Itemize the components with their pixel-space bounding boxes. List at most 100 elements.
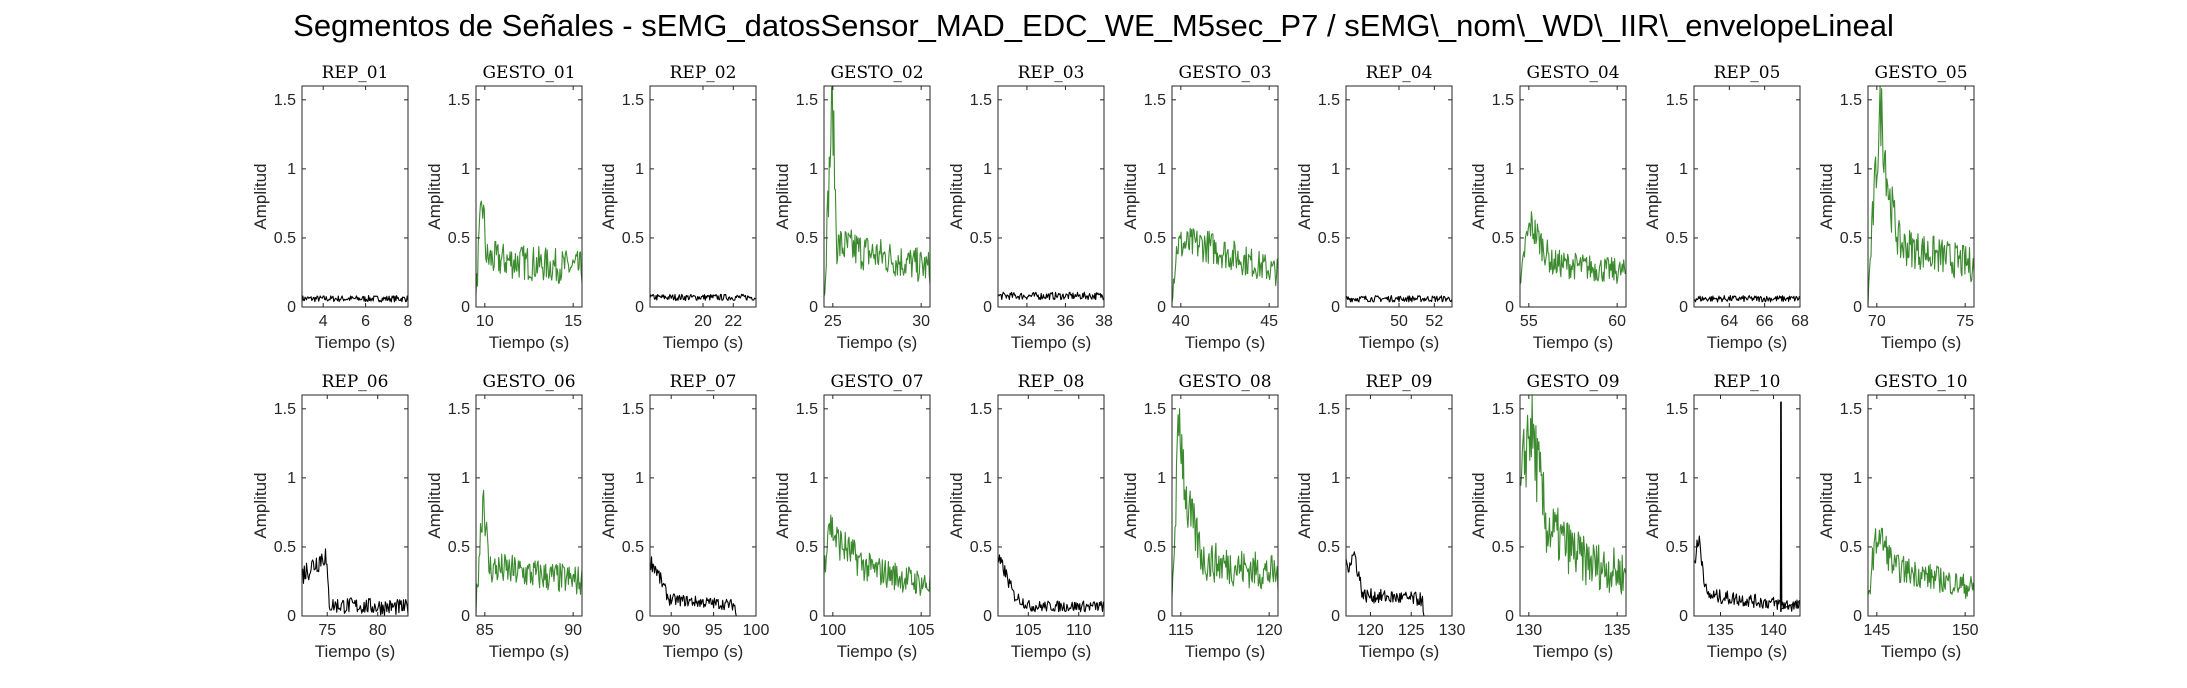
- x-tick-label: 6: [361, 313, 370, 330]
- y-tick-label: 0.5: [448, 230, 470, 247]
- y-tick-label: 0.5: [1840, 539, 1862, 556]
- y-tick-label: 0: [983, 608, 992, 625]
- y-axis-label: Amplitud: [1295, 163, 1314, 229]
- y-axis-label: Amplitud: [773, 472, 792, 538]
- axes-box: [1693, 394, 1801, 617]
- y-tick-label: 1.5: [448, 401, 470, 418]
- y-tick-label: 1.5: [1666, 92, 1688, 109]
- y-tick-label: 1: [1679, 161, 1688, 178]
- x-tick-label: 135: [1707, 622, 1734, 639]
- y-tick-label: 1.5: [1492, 401, 1514, 418]
- axes-box: [301, 85, 409, 308]
- axes-box: [1171, 85, 1279, 308]
- y-tick-label: 0: [1505, 608, 1514, 625]
- y-tick-label: 0: [461, 299, 470, 316]
- axes-box: [1345, 394, 1453, 617]
- y-tick-label: 0.5: [1318, 539, 1340, 556]
- x-tick-label: 45: [1260, 313, 1278, 330]
- axes-box: [1171, 394, 1279, 617]
- subplot-title: REP_08: [1018, 372, 1085, 392]
- subplot-title: GESTO_10: [1874, 372, 1967, 392]
- series-line: [475, 489, 583, 616]
- y-tick-label: 1: [461, 161, 470, 178]
- subplot-rep-08: REP_08 0 0.5 1 1.5 105 110 Tiempo (s) Amplitud: [947, 372, 1105, 661]
- x-tick-label: 68: [1791, 313, 1809, 330]
- subplot-title: GESTO_02: [830, 63, 923, 83]
- y-tick-label: 0: [1157, 299, 1166, 316]
- y-tick-label: 0: [1505, 299, 1514, 316]
- subplot-gesto-01: GESTO_01 0 0.5 1 1.5 10 15 Tiempo (s) Amplitud: [425, 63, 583, 352]
- y-axis-label: Amplitud: [251, 472, 270, 538]
- subplot-title: GESTO_04: [1526, 63, 1619, 83]
- x-tick-label: 100: [743, 622, 770, 639]
- y-tick-label: 1.5: [970, 401, 992, 418]
- series-line: [997, 291, 1105, 301]
- x-axis-label: Tiempo (s): [837, 642, 918, 661]
- x-axis-label: Tiempo (s): [663, 333, 744, 352]
- subplot-rep-09: REP_09 0 0.5 1 1.5 120 125 130 Tiempo (s) Amplitu…: [1295, 372, 1465, 661]
- y-tick-label: 0: [1679, 299, 1688, 316]
- subplot-rep-06: REP_06 0 0.5 1 1.5 75 80 Tiempo (s) Amplitud: [251, 372, 409, 661]
- x-tick-label: 145: [1863, 622, 1890, 639]
- axes-box: [475, 394, 583, 617]
- subplot-title: REP_04: [1366, 63, 1433, 83]
- x-axis-label: Tiempo (s): [1533, 333, 1614, 352]
- y-tick-label: 1.5: [448, 92, 470, 109]
- subplot-rep-10: REP_10 0 0.5 1 1.5 135 140 Tiempo (s) Amplitud: [1643, 372, 1801, 661]
- series-line: [301, 294, 409, 303]
- y-tick-label: 0: [461, 608, 470, 625]
- y-tick-label: 1.5: [1318, 401, 1340, 418]
- series-line: [1519, 211, 1627, 285]
- subplot-title: GESTO_07: [830, 372, 923, 392]
- y-axis-label: Amplitud: [1469, 472, 1488, 538]
- series-line: [1693, 295, 1801, 303]
- y-tick-label: 1.5: [1144, 401, 1166, 418]
- y-tick-label: 1.5: [274, 401, 296, 418]
- subplot-rep-04: REP_04 0 0.5 1 1.5 50 52 Tiempo (s) Amplitud: [1295, 63, 1453, 352]
- y-tick-label: 1.5: [1144, 92, 1166, 109]
- x-tick-label: 20: [694, 313, 712, 330]
- y-axis-label: Amplitud: [599, 472, 618, 538]
- subplot-title: GESTO_05: [1874, 63, 1967, 83]
- x-tick-label: 105: [1015, 622, 1042, 639]
- subplot-title: REP_05: [1714, 63, 1781, 83]
- series-line: [1867, 527, 1975, 599]
- y-tick-label: 0.5: [1144, 539, 1166, 556]
- x-tick-label: 25: [824, 313, 842, 330]
- y-tick-label: 0: [1853, 608, 1862, 625]
- x-tick-label: 85: [476, 622, 494, 639]
- subplot-gesto-08: GESTO_08 0 0.5 1 1.5 115 120 Tiempo (s) Amplitud: [1121, 372, 1283, 661]
- x-tick-label: 95: [705, 622, 723, 639]
- y-tick-label: 1: [461, 470, 470, 487]
- x-tick-label: 110: [1066, 622, 1092, 639]
- y-tick-label: 1: [1157, 470, 1166, 487]
- x-tick-label: 100: [819, 622, 846, 639]
- y-tick-label: 0.5: [274, 230, 296, 247]
- series-line: [649, 556, 756, 617]
- subplot-rep-07: REP_07 0 0.5 1 1.5 90 95 100 Tiempo (s) Amplitud: [599, 372, 769, 661]
- subplot-gesto-03: GESTO_03 0 0.5 1 1.5 40 45 Tiempo (s) Amplitud: [1121, 63, 1279, 352]
- y-tick-label: 1.5: [1666, 401, 1688, 418]
- y-tick-label: 1.5: [622, 92, 644, 109]
- y-axis-label: Amplitud: [1295, 472, 1314, 538]
- subplot-title: REP_03: [1018, 63, 1085, 83]
- y-tick-label: 0.5: [1666, 539, 1688, 556]
- axes-box: [823, 85, 931, 308]
- y-tick-label: 0.5: [1840, 230, 1862, 247]
- x-axis-label: Tiempo (s): [1011, 642, 1092, 661]
- y-tick-label: 1: [1157, 161, 1166, 178]
- subplot-title: GESTO_01: [482, 63, 575, 83]
- y-tick-label: 1: [1505, 470, 1514, 487]
- series-line: [1867, 85, 1975, 306]
- subplot-title: REP_10: [1714, 372, 1781, 392]
- series-line: [1519, 394, 1627, 595]
- y-tick-label: 0: [983, 299, 992, 316]
- y-tick-label: 1: [1331, 470, 1340, 487]
- y-tick-label: 0.5: [448, 539, 470, 556]
- series-line: [301, 548, 409, 616]
- y-tick-label: 1.5: [274, 92, 296, 109]
- y-tick-label: 1: [983, 470, 992, 487]
- y-tick-label: 0.5: [274, 539, 296, 556]
